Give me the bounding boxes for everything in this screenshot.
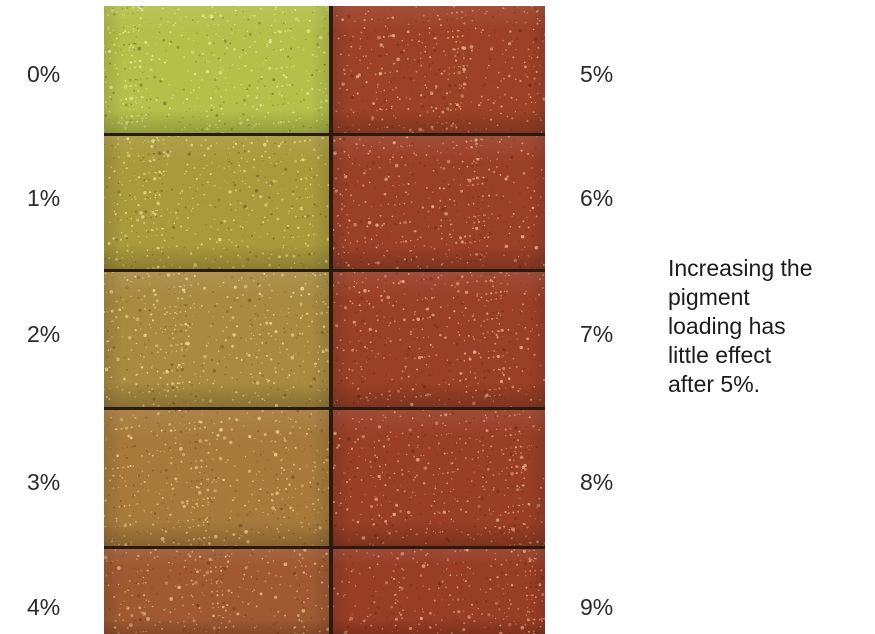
brick-4-percent xyxy=(104,549,329,634)
label-pigment-1: 1% xyxy=(27,185,61,211)
brick-8-percent xyxy=(333,410,545,546)
brick-9-percent xyxy=(333,549,545,634)
brick-5-percent xyxy=(333,6,545,133)
label-pigment-5: 5% xyxy=(580,61,614,87)
brick-speckle-texture xyxy=(333,136,545,269)
brick-6-percent xyxy=(333,136,545,269)
note-line: after 5%. xyxy=(668,371,761,397)
brick-shading xyxy=(333,410,545,546)
note-line: loading has xyxy=(668,313,786,339)
label-pigment-9: 9% xyxy=(580,594,614,620)
brick-shading xyxy=(104,549,329,634)
brick-7-percent xyxy=(333,272,545,407)
label-pigment-7: 7% xyxy=(580,321,614,347)
note-line: pigment xyxy=(668,284,750,310)
label-pigment-8: 8% xyxy=(580,469,614,495)
note-line: little effect xyxy=(668,342,772,368)
annotation-note: Increasing the pigment loading has littl… xyxy=(668,254,868,399)
brick-speckle-texture xyxy=(333,549,545,634)
label-pigment-6: 6% xyxy=(580,185,614,211)
label-pigment-4: 4% xyxy=(27,594,61,620)
brick-shading xyxy=(104,272,329,407)
brick-speckle-texture xyxy=(104,136,329,269)
note-line: Increasing the xyxy=(668,255,813,281)
label-pigment-2: 2% xyxy=(27,321,61,347)
brick-0-percent xyxy=(104,6,329,133)
brick-shading xyxy=(333,136,545,269)
brick-shading xyxy=(104,136,329,269)
brick-speckle-texture xyxy=(104,272,329,407)
brick-2-percent xyxy=(104,272,329,407)
brick-speckle-texture xyxy=(104,549,329,634)
brick-1-percent xyxy=(104,136,329,269)
brick-shading xyxy=(333,549,545,634)
label-pigment-3: 3% xyxy=(27,469,61,495)
brick-speckle-texture xyxy=(333,410,545,546)
label-pigment-0: 0% xyxy=(27,61,61,87)
brick-3-percent xyxy=(104,410,329,546)
brick-speckle-texture xyxy=(104,6,329,133)
brick-speckle-texture xyxy=(333,272,545,407)
brick-shading xyxy=(104,410,329,546)
brick-photo-grid xyxy=(104,6,545,634)
brick-speckle-texture xyxy=(333,6,545,133)
brick-shading xyxy=(104,6,329,133)
brick-shading xyxy=(333,272,545,407)
brick-shading xyxy=(333,6,545,133)
brick-speckle-texture xyxy=(104,410,329,546)
